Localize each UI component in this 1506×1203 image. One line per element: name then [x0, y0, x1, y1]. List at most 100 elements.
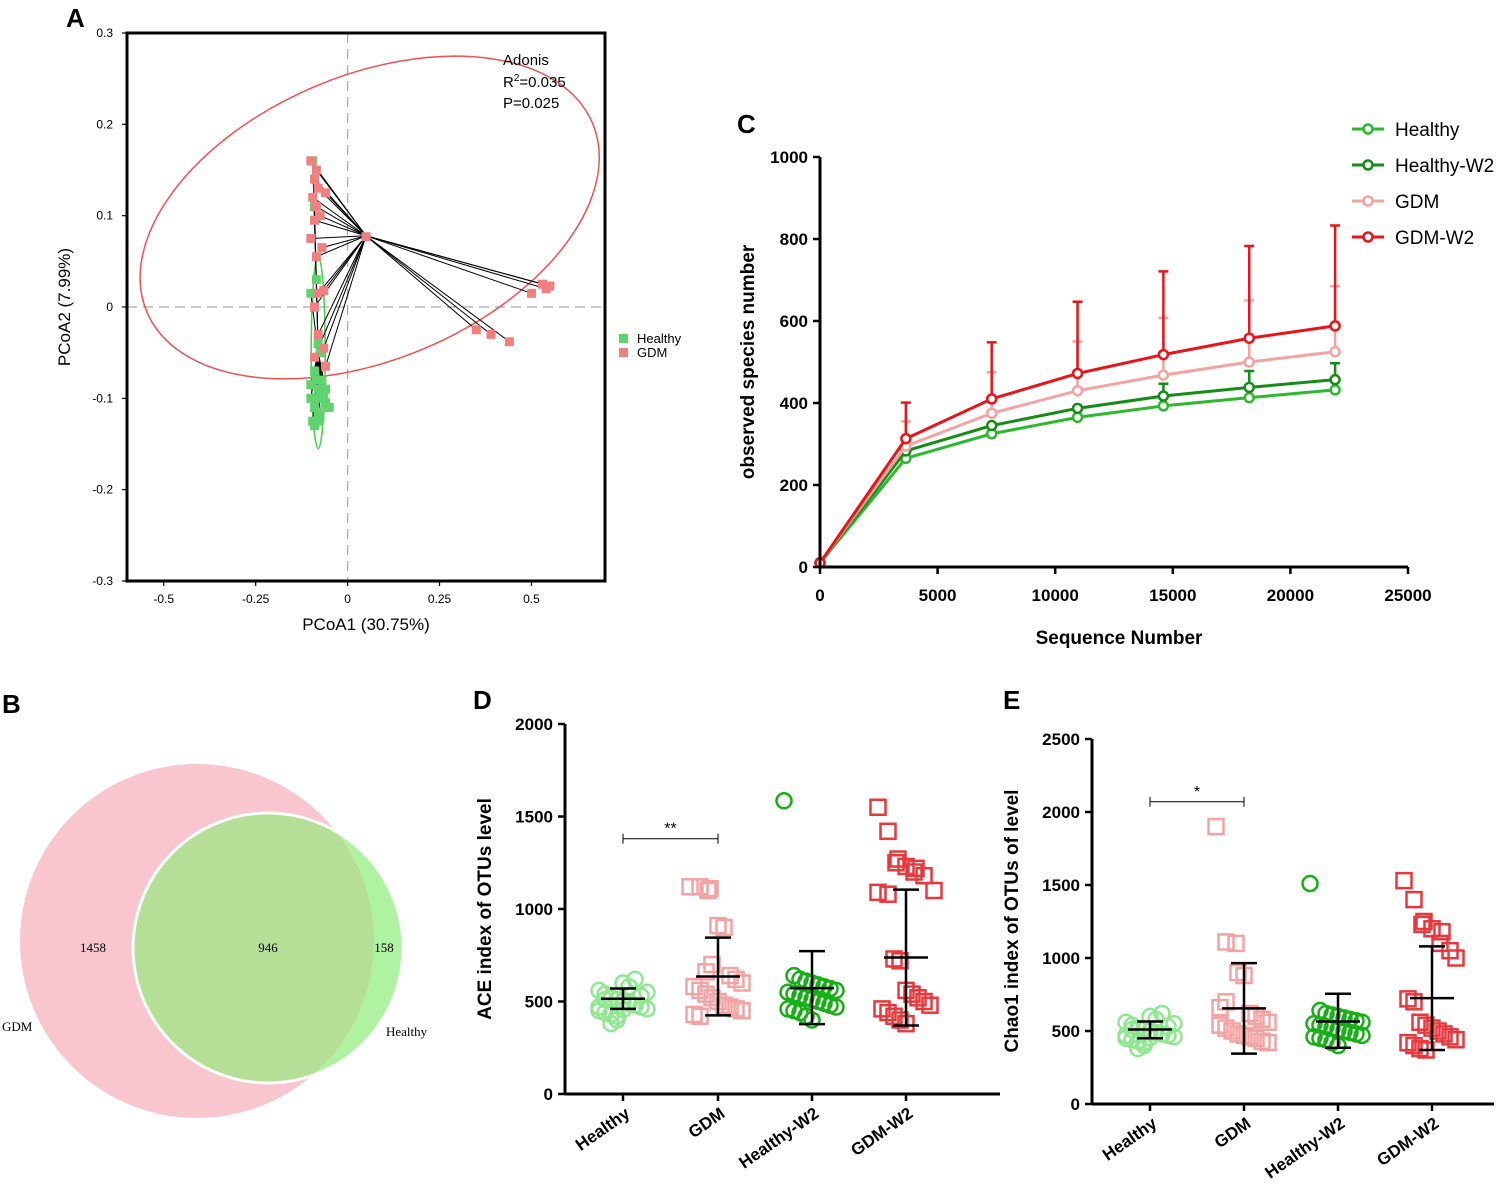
pcoa-ytick-label: 0.2 — [96, 117, 113, 131]
spoke-gdm — [365, 235, 492, 335]
series-point-gdm-w2 — [900, 432, 912, 445]
legend-gdm-label: GDM — [637, 345, 667, 360]
e-ytick-label: 2500 — [1042, 730, 1080, 749]
point-gdm — [321, 361, 331, 371]
legend-label-gdm: GDM — [1395, 192, 1439, 213]
adonis-p: P=0.025 — [503, 95, 559, 112]
adonis-label: Adonis — [503, 52, 549, 69]
rarefaction-ytick-label: 1000 — [770, 148, 808, 167]
e-point-gdm — [1241, 1004, 1259, 1023]
d-ytick-label: 1500 — [515, 808, 553, 827]
rarefaction-ytick-label: 400 — [780, 394, 808, 413]
pcoa-y-ticks: 0.3 0.2 0.1 0 -0.1 -0.2 -0.3 — [92, 26, 127, 588]
point-gdm — [310, 352, 320, 362]
pcoa-legend: Healthy GDM — [619, 331, 682, 360]
point-gdm — [321, 188, 331, 198]
series-point-gdm-w2 — [985, 393, 998, 405]
rarefaction-x-ticks: 0 5000 10000 15000 20000 25000 — [815, 567, 1432, 605]
spoke-gdm — [319, 215, 367, 237]
e-point-gdm — [1223, 1022, 1241, 1040]
e-point-gdm — [1259, 1033, 1277, 1052]
e-ytick-label: 1000 — [1042, 949, 1080, 968]
venn-healthy-only-count: 158 — [374, 940, 394, 955]
legend-marker-gdm-w2 — [1362, 231, 1374, 243]
pcoa-xtick-label: 0.5 — [523, 592, 540, 606]
d-sig-label: ** — [664, 821, 676, 838]
d-point-gdm-w2 — [921, 996, 939, 1014]
rarefaction-xtick-label: 15000 — [1149, 586, 1196, 605]
point-gdm — [311, 202, 321, 212]
d-category-label: Healthy-W2 — [736, 1104, 823, 1173]
point-gdm — [471, 325, 481, 335]
d-ytick-label: 2000 — [515, 715, 553, 734]
rarefaction-ytick-label: 200 — [780, 476, 808, 495]
e-point-gdm-w2 — [1411, 1013, 1429, 1031]
point-gdm — [319, 286, 329, 296]
rarefaction-xtick-label: 20000 — [1267, 586, 1314, 605]
rarefaction-ytick-label: 800 — [780, 230, 808, 249]
spoke-gdm — [325, 192, 367, 237]
series-point-healthy — [1071, 411, 1084, 424]
pcoa-plot — [127, 33, 605, 581]
venn-gdm-label: GDM — [2, 1019, 33, 1034]
rarefaction-plot — [814, 224, 1341, 569]
d-point-gdm — [701, 879, 719, 898]
rarefaction-y-label: observed species number — [738, 244, 759, 479]
spoke-gdm — [314, 235, 367, 308]
spoke-gdm — [316, 235, 367, 258]
point-gdm — [306, 234, 316, 243]
series-point-healthy — [1329, 384, 1341, 396]
venn-healthy-label: Healthy — [386, 1024, 428, 1039]
d-point-gdm-w2 — [885, 950, 903, 968]
d-point-gdm — [709, 916, 727, 935]
legend-marker-healthy-w2 — [1362, 159, 1374, 171]
panel-c: C 1000 800 600 400 200 0 0 5000 10000 15000 20000… — [737, 109, 1494, 649]
venn-gdm-only-count: 1458 — [80, 940, 106, 955]
series-point-gdm — [1157, 369, 1170, 381]
spoke-gdm — [365, 235, 532, 294]
chao1-y-label: Chao1 index of OTUs of level — [1002, 790, 1023, 1053]
d-point-gdm-w2 — [869, 883, 887, 902]
d-point-gdm-w2 — [891, 1011, 909, 1029]
series-point-gdm-w2 — [1071, 367, 1084, 380]
legend-label-healthy-w2: Healthy-W2 — [1395, 156, 1494, 177]
d-point-gdm-w2 — [915, 992, 933, 1011]
point-gdm — [313, 183, 323, 193]
d-point-gdm-w2 — [925, 881, 943, 900]
e-ytick-label: 500 — [1052, 1022, 1080, 1041]
legend-label-healthy: Healthy — [1395, 120, 1460, 141]
spoke-gdm — [325, 235, 367, 367]
d-point-gdm-w2 — [887, 854, 905, 872]
point-healthy — [313, 384, 323, 394]
spoke-gdm — [315, 169, 367, 237]
point-healthy — [313, 339, 323, 349]
e-point-gdm-w2 — [1447, 1031, 1465, 1049]
pcoa-ytick-label: -0.2 — [92, 483, 113, 497]
rarefaction-y-ticks: 1000 800 600 400 200 0 — [770, 148, 820, 577]
d-point-healthy — [638, 983, 656, 1001]
point-healthy — [317, 389, 327, 399]
e-point-gdm — [1217, 993, 1235, 1011]
d-point-gdm — [733, 974, 751, 992]
point-gdm — [306, 156, 316, 166]
panel-label-b: B — [2, 689, 21, 719]
point-healthy — [317, 375, 327, 385]
d-category-label: GDM — [685, 1104, 728, 1142]
ace-plot: 2000 1500 1000 500 0 Healthy GDM Healthy-W2 GDM-… — [515, 715, 1000, 1172]
rarefaction-xtick-label: 5000 — [919, 586, 957, 605]
pcoa-xtick-label: 0 — [344, 592, 351, 606]
e-point-gdm-w2 — [1395, 871, 1413, 890]
series-point-healthy — [1157, 400, 1170, 412]
pcoa-ytick-label: -0.3 — [92, 574, 113, 588]
rarefaction-legend: Healthy Healthy-W2 GDM GDM-W2 — [1352, 120, 1494, 249]
d-point-healthy-w2 — [827, 981, 845, 1000]
point-gdm — [537, 279, 547, 289]
d-ytick-label: 1000 — [515, 900, 553, 919]
d-point-gdm-w2 — [905, 863, 923, 881]
point-healthy — [319, 393, 329, 403]
point-gdm — [315, 211, 325, 221]
d-point-gdm-w2 — [869, 798, 887, 816]
point-healthy — [306, 288, 316, 298]
d-point-gdm — [703, 955, 721, 974]
